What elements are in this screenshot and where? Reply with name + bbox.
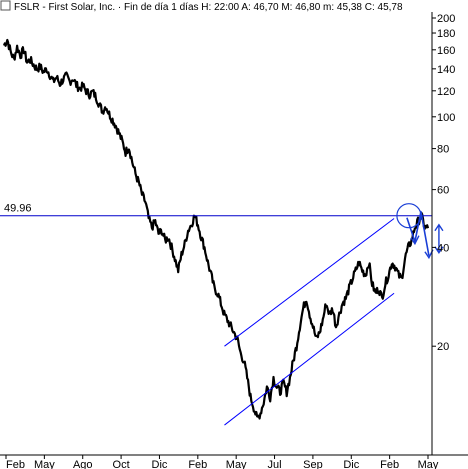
x-tick-label: Feb [6,459,25,469]
y-tick-label: 180 [437,28,455,40]
annotation-layer [0,203,444,426]
chart-header: FSLR - First Solar, Inc. · Fin de día 1 … [0,0,403,13]
double-arrow-down [434,246,444,254]
x-tick-label: Oct [113,459,130,469]
y-tick-label: 80 [437,144,449,156]
y-tick-label: 140 [437,64,455,76]
chart-header-text: FSLR - First Solar, Inc. · Fin de día 1 … [14,2,403,13]
x-tick-label: Sep [303,459,323,469]
x-tick-label: Ago [73,459,93,469]
arrowhead-down-1 [410,235,420,246]
resistance-label: 49.96 [4,203,32,215]
x-axis: Feb May Ago Oct Dic Feb May Jul Sep Dic Feb May [0,454,468,469]
x-tick-label: May [226,459,247,469]
y-axis: 200 180 160 140 120 100 80 60 40 20 [431,12,455,455]
plot-area [2,38,430,420]
channel-upper-line [224,218,395,347]
x-tick-label: May [34,459,55,469]
y-tick-label: 20 [437,341,449,353]
x-tick-label: Dic [152,459,168,469]
double-arrow-up [434,223,444,232]
x-tick-label: Feb [188,459,207,469]
price-line [2,38,430,420]
y-tick-label: 60 [437,185,449,197]
x-tick-label: Feb [380,459,399,469]
x-tick-label: Jul [268,459,282,469]
y-tick-label: 40 [437,242,449,254]
channel-lower-line [224,292,395,426]
x-tick-label: Dic [343,459,359,469]
y-tick-label: 100 [437,112,455,124]
y-tick-label: 160 [437,45,455,57]
x-tick-label: May [418,459,439,469]
y-tick-label: 120 [437,86,455,98]
projection-path [406,210,430,256]
y-tick-label: 200 [437,13,455,25]
